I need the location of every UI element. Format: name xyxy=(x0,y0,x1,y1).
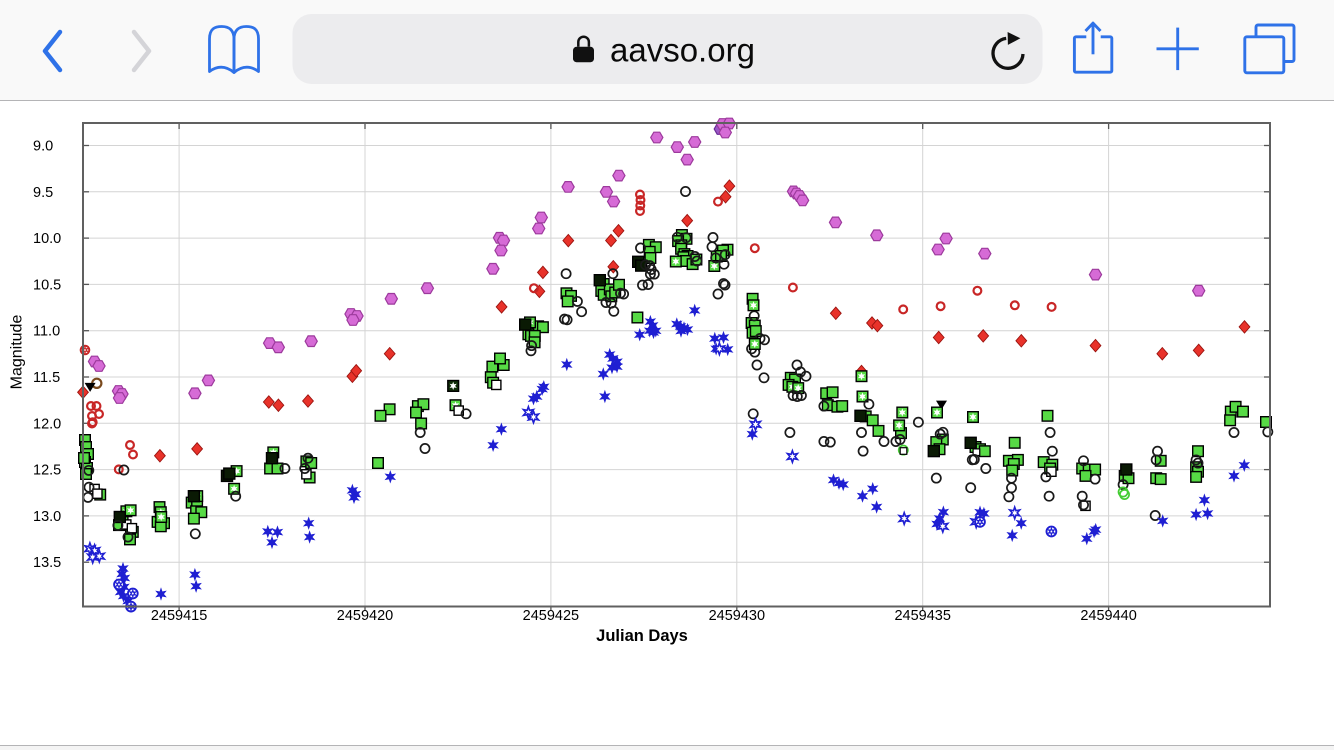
svg-text:2459440: 2459440 xyxy=(1080,608,1136,624)
svg-text:aavso.org: aavso.org xyxy=(610,32,755,69)
svg-text:12.5: 12.5 xyxy=(33,463,61,479)
svg-text:10.5: 10.5 xyxy=(33,277,61,293)
svg-text:11.0: 11.0 xyxy=(33,324,60,340)
svg-text:12.0: 12.0 xyxy=(33,416,61,432)
svg-text:11.5: 11.5 xyxy=(33,370,60,386)
svg-text:2459435: 2459435 xyxy=(894,608,950,624)
svg-text:Julian Days: Julian Days xyxy=(596,627,688,645)
svg-text:9.5: 9.5 xyxy=(33,185,53,201)
svg-text:9.0: 9.0 xyxy=(33,139,53,155)
svg-text:2459420: 2459420 xyxy=(337,608,393,624)
svg-text:10.0: 10.0 xyxy=(33,231,61,247)
svg-text:Magnitude: Magnitude xyxy=(9,315,26,390)
svg-text:13.0: 13.0 xyxy=(33,509,61,525)
svg-text:2459415: 2459415 xyxy=(151,608,207,624)
svg-text:2459425: 2459425 xyxy=(523,608,579,624)
svg-text:2459430: 2459430 xyxy=(709,608,765,624)
svg-text:13.5: 13.5 xyxy=(33,555,61,571)
